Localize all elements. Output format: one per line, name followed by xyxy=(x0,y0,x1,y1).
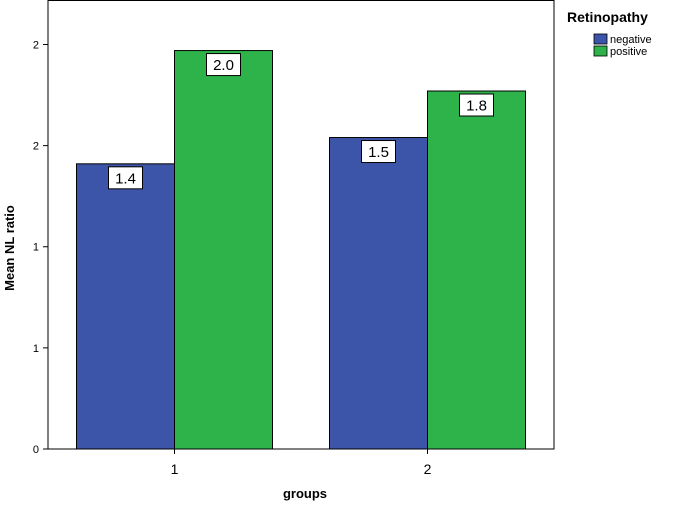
bar-positive xyxy=(427,90,526,450)
bars xyxy=(76,50,526,450)
legend-swatch-negative xyxy=(593,33,608,45)
data-label: 1.4 xyxy=(115,170,136,187)
data-label: 1.5 xyxy=(368,144,389,161)
bar-positive xyxy=(174,50,273,450)
x-axis-title: groups xyxy=(283,486,327,501)
data-label-box xyxy=(459,93,494,117)
y-tick-label: 0 xyxy=(33,444,39,456)
y-tick-label: 2 xyxy=(33,141,39,153)
legend-label-positive: positive xyxy=(610,46,647,58)
y-tick-label: 1 xyxy=(33,242,39,254)
data-label-box xyxy=(361,140,396,164)
bar-negative xyxy=(329,137,428,450)
legend-label-negative: negative xyxy=(610,34,652,46)
legend-title: Retinopathy xyxy=(567,9,648,25)
y-axis-title: Mean NL ratio xyxy=(2,205,17,291)
legend-swatch-positive xyxy=(593,45,608,57)
data-label: 2.0 xyxy=(213,57,234,74)
bar-negative xyxy=(76,163,175,450)
x-tick-label: 1 xyxy=(171,461,179,477)
plot-area xyxy=(47,0,555,450)
y-axis: 0 1 1 2 2 xyxy=(33,39,48,456)
plot-frame xyxy=(47,0,555,450)
y-tick-label: 2 xyxy=(33,39,39,51)
data-labels: 1.4 2.0 1.5 1.8 xyxy=(108,53,494,190)
data-label-box xyxy=(108,166,143,190)
data-label: 1.8 xyxy=(466,98,487,115)
x-tick-label: 2 xyxy=(424,461,432,477)
y-tick-label: 1 xyxy=(33,343,39,355)
data-label-box xyxy=(206,53,241,77)
